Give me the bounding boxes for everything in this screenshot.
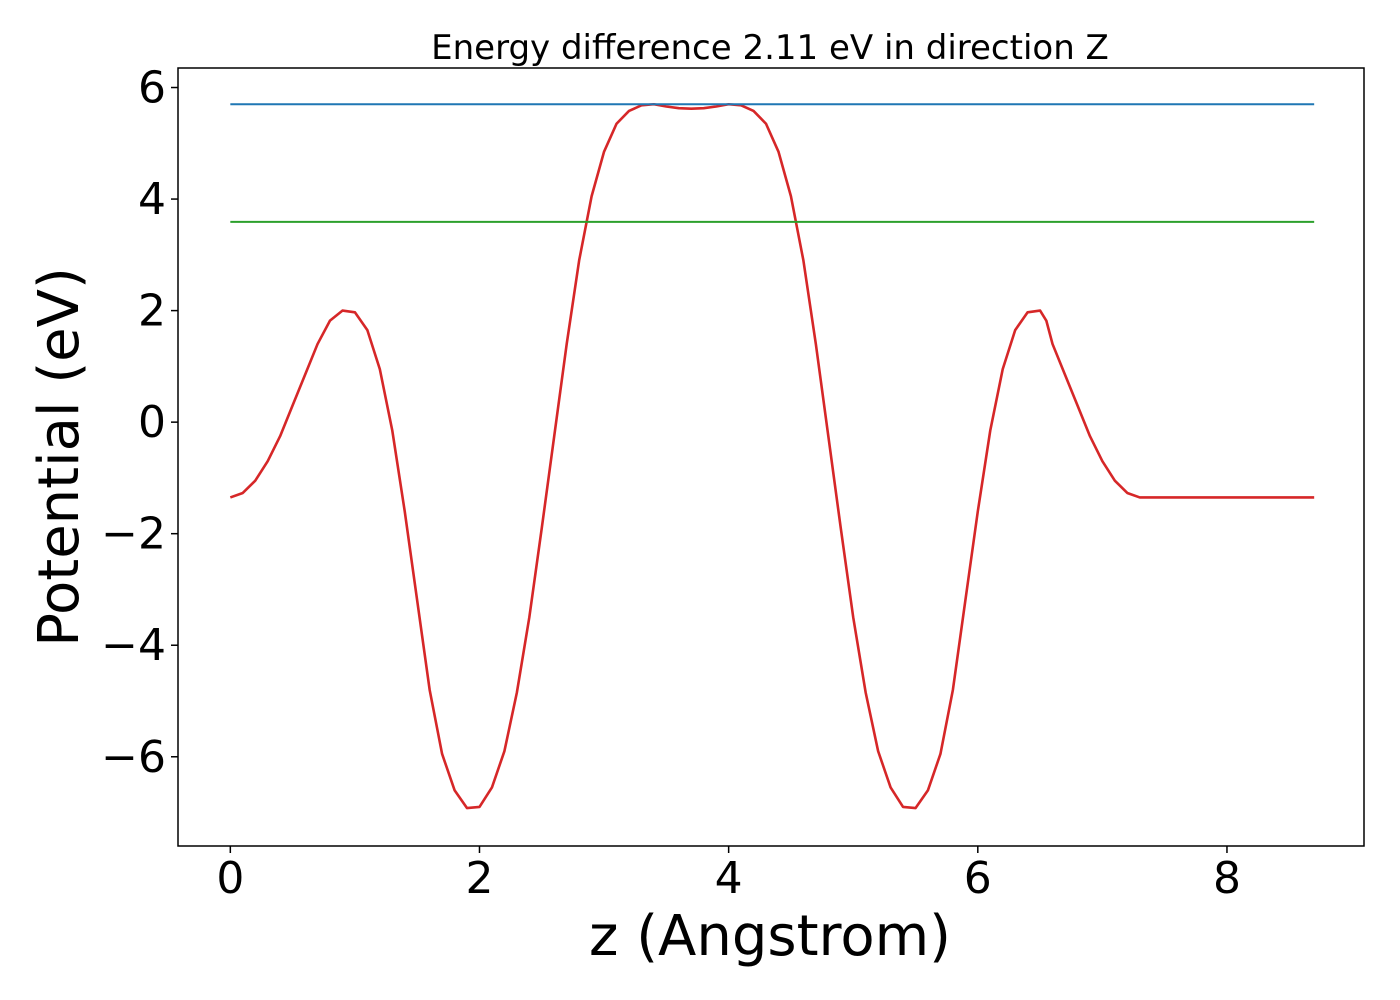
- y-tick-label: 0: [138, 397, 166, 448]
- x-axis-label: z (Angstrom): [589, 904, 951, 969]
- x-tick-label: 4: [715, 853, 743, 904]
- plot-area: [229, 102, 1315, 810]
- y-tick-label: −4: [101, 620, 166, 671]
- series-line-0: [229, 102, 1315, 810]
- plot-frame: [177, 67, 1365, 847]
- x-tick-label: 8: [1213, 853, 1241, 904]
- x-tick-label: 6: [964, 853, 992, 904]
- y-tick-label: −6: [101, 732, 166, 783]
- y-axis-label: Potential (eV): [27, 267, 92, 647]
- chart-title: Energy difference 2.11 eV in direction Z: [431, 28, 1109, 68]
- x-tick-label: 0: [216, 853, 244, 904]
- x-axis: 0 2 4 6 8: [216, 846, 1241, 904]
- y-tick-label: 4: [138, 174, 166, 225]
- x-tick-label: 2: [465, 853, 493, 904]
- y-tick-label: 2: [138, 286, 166, 337]
- y-axis: −6 −4 −2 0 2 4 6: [101, 63, 178, 783]
- y-tick-label: 6: [138, 63, 166, 114]
- y-tick-label: −2: [101, 509, 166, 560]
